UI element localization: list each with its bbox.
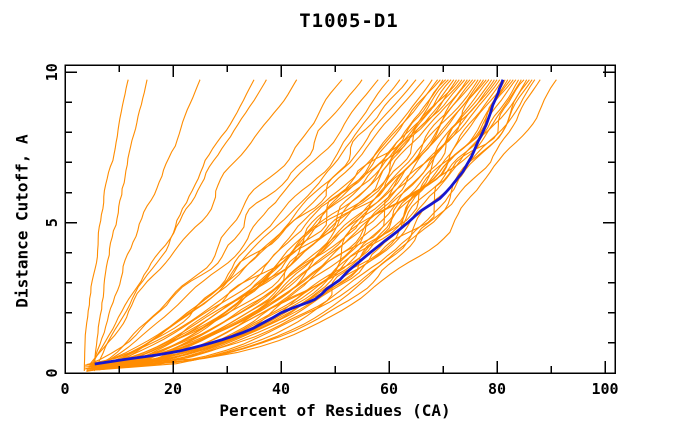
model-curve	[92, 79, 452, 370]
model-curve	[97, 79, 536, 371]
model-curve	[86, 79, 468, 372]
model-curve	[90, 79, 533, 369]
x-axis-label: Percent of Residues (CA)	[219, 401, 451, 420]
model-curve	[92, 79, 447, 370]
x-tick-label: 100	[591, 380, 618, 398]
model-curve	[86, 79, 363, 366]
y-tick-label: 10	[43, 63, 61, 81]
model-curve	[89, 79, 501, 371]
model-curve	[90, 79, 520, 370]
x-tick-label: 80	[488, 380, 506, 398]
model-curve	[94, 79, 522, 371]
model-curve	[84, 79, 441, 370]
model-curve	[91, 79, 425, 366]
model-curve	[91, 79, 503, 365]
model-curve	[99, 79, 343, 365]
model-curve	[88, 79, 482, 366]
x-tick-label: 60	[380, 380, 398, 398]
y-tick-label: 5	[43, 218, 61, 227]
model-curve	[91, 79, 267, 366]
x-tick-label: 40	[272, 380, 290, 398]
y-axis-label: Distance Cutoff, A	[12, 134, 32, 308]
model-curve	[86, 79, 439, 366]
model-curve	[89, 79, 557, 366]
model-curve	[97, 79, 444, 367]
model-curve	[93, 79, 255, 372]
model-curve	[99, 79, 479, 368]
model-curve	[92, 79, 417, 368]
y-tick-label: 0	[43, 368, 61, 377]
x-tick-label: 0	[60, 380, 69, 398]
model-curve	[91, 79, 541, 368]
model-curve	[83, 79, 129, 372]
model-curve	[88, 79, 460, 370]
model-curve	[92, 79, 495, 371]
plot-frame	[64, 64, 616, 374]
model-curve	[93, 79, 455, 366]
model-curve	[90, 79, 466, 371]
model-curve	[98, 79, 487, 371]
model-curve	[88, 79, 298, 366]
model-curve	[91, 79, 201, 369]
model-curve	[89, 79, 498, 367]
x-tick-label: 20	[164, 380, 182, 398]
chart-title: T1005-D1	[299, 10, 399, 32]
highlight-curve	[94, 79, 505, 366]
model-curve	[96, 79, 379, 366]
model-curve	[84, 79, 525, 368]
model-curve	[84, 79, 517, 366]
model-curve	[94, 79, 148, 370]
model-curve	[90, 79, 509, 368]
model-curve	[94, 79, 506, 367]
